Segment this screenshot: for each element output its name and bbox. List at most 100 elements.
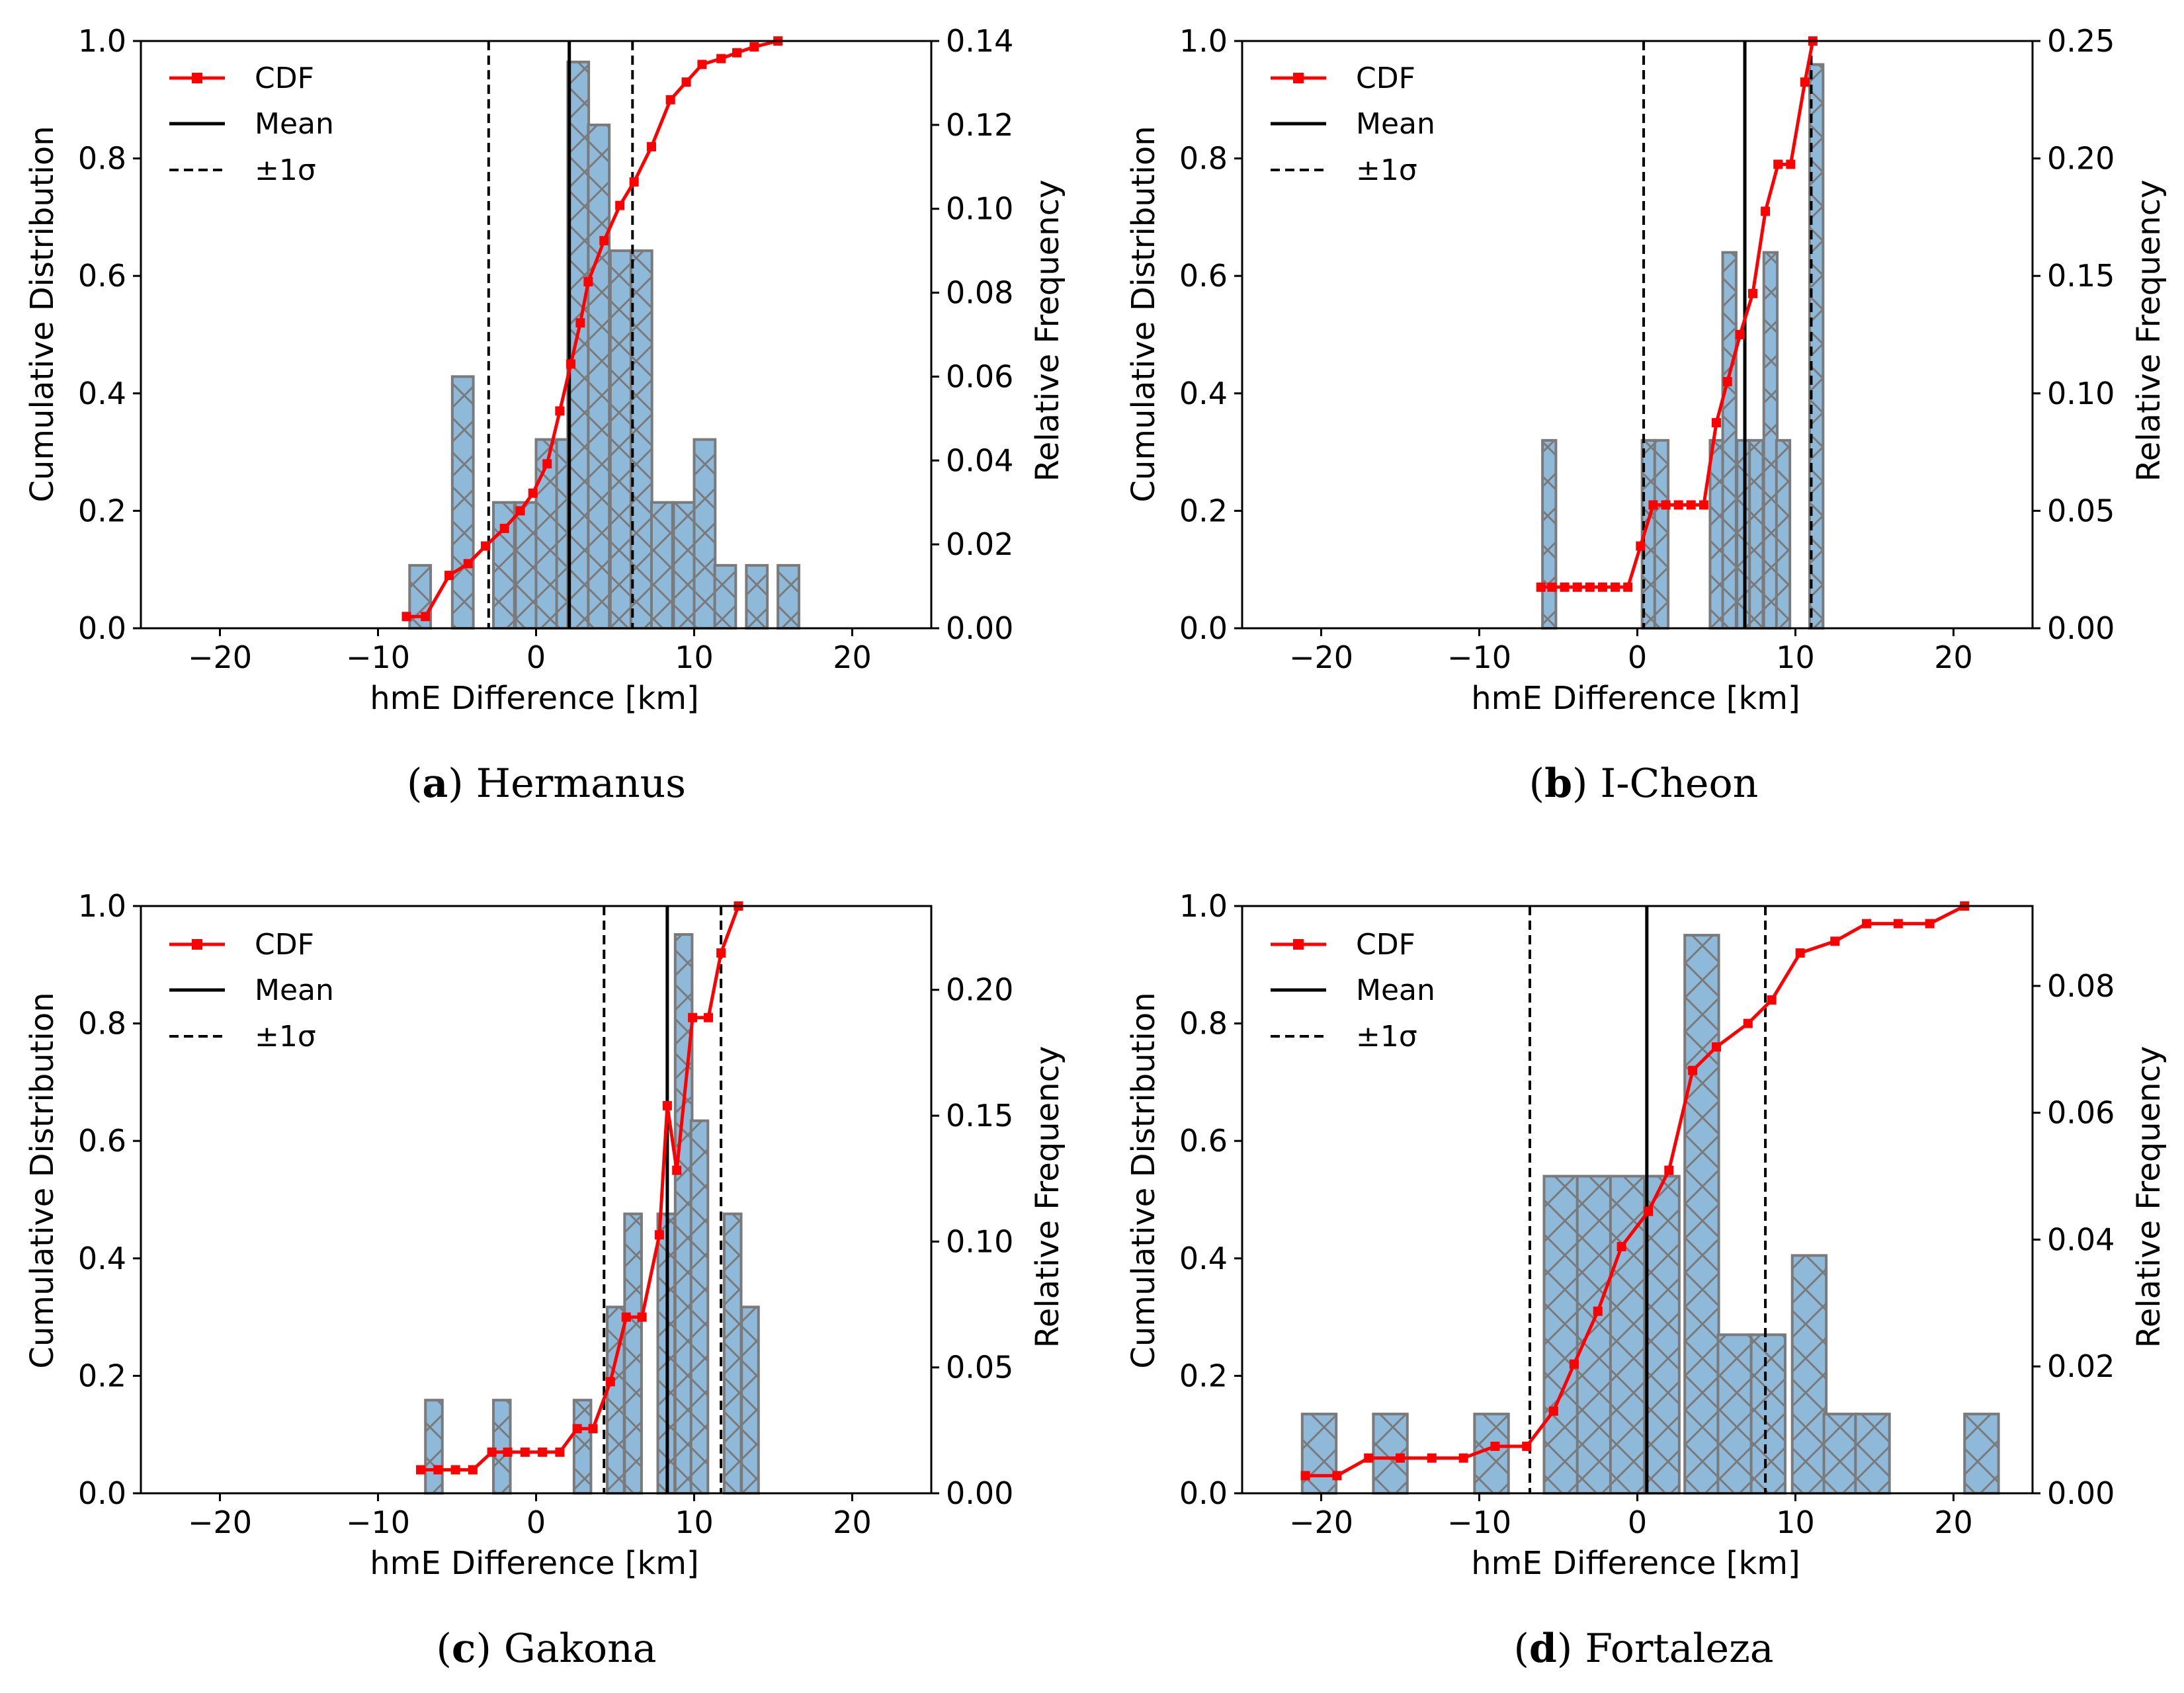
x-tick-label: 0 xyxy=(526,1505,546,1540)
cdf-point xyxy=(1636,541,1646,551)
cdf-point xyxy=(1490,1441,1500,1451)
x-tick-label: −10 xyxy=(346,640,410,675)
xlabel-a: hmE Difference [km] xyxy=(370,680,698,717)
cdf-point xyxy=(499,524,509,534)
y-right-tick-label: 0.06 xyxy=(946,358,1013,394)
cdf-point xyxy=(421,612,431,622)
y-left-tick-label: 0.6 xyxy=(78,1123,126,1159)
y-left-tick-label: 0.6 xyxy=(1179,1123,1228,1159)
y-right-tick-label: 0.04 xyxy=(946,442,1013,478)
histogram-bar-hatch xyxy=(777,563,800,630)
y-left-tick-label: 0.8 xyxy=(78,141,126,177)
legend-cdf-marker xyxy=(1293,73,1304,83)
caption-letter: d xyxy=(1529,1626,1557,1672)
y-left-tick-label: 1.0 xyxy=(1179,888,1228,924)
legend-a: CDF Mean ±1σ xyxy=(169,62,334,187)
cdf-point xyxy=(433,1465,443,1475)
y-right-tick-label: 0.06 xyxy=(2047,1095,2115,1131)
legend-sigma-label: ±1σ xyxy=(255,153,316,187)
cdf-point xyxy=(1522,1441,1532,1451)
cdf-line xyxy=(1305,904,1966,1477)
cdf-point xyxy=(468,1465,478,1475)
y-right-tick-label: 0.08 xyxy=(2047,968,2115,1004)
y-left-tick-label: 0.2 xyxy=(1179,1358,1228,1393)
panel-d: −20 −10 0 10 20 0.0 0.2 0.4 0.6 0.8 1.0 0.00 0.02 0.0… xyxy=(1125,888,2167,1582)
y-left-tick-label: 1.0 xyxy=(1179,23,1228,59)
histogram-bar-hatch xyxy=(514,501,538,630)
cdf-point xyxy=(688,1012,698,1022)
y-right-tick-label: 0.15 xyxy=(2047,258,2115,294)
x-tick-label: 10 xyxy=(1776,1505,1815,1540)
x-tick-label: 20 xyxy=(833,1505,872,1540)
cdf-point xyxy=(1623,582,1633,592)
y-right-tick-label: 0.20 xyxy=(2047,141,2115,177)
histogram-bar-hatch xyxy=(1683,934,1720,1495)
cdf-point xyxy=(1893,919,1903,929)
cdf-point xyxy=(681,77,691,87)
cdf-point xyxy=(1795,948,1805,958)
legend-cdf-label: CDF xyxy=(255,928,314,962)
y-left-tick-label: 0.0 xyxy=(1179,610,1228,646)
histogram-bar-hatch xyxy=(1644,1175,1681,1495)
cdf-point xyxy=(1560,582,1570,592)
cdf-point xyxy=(716,54,726,63)
histogram-bar-hatch xyxy=(1653,438,1670,630)
cdf-point xyxy=(1862,919,1872,929)
y-right-tick-label: 0.00 xyxy=(2047,610,2115,646)
ylabel-left-a: Cumulative Distribution xyxy=(24,126,61,502)
cdf-point xyxy=(1536,582,1546,592)
legend-cdf-label: CDF xyxy=(255,62,314,95)
x-tick-label: −10 xyxy=(1447,640,1511,675)
cdf-point xyxy=(1644,1206,1654,1216)
cdf-point xyxy=(566,359,576,369)
y-right-tick-label: 0.00 xyxy=(2047,1475,2115,1511)
ylabel-right-b: Relative Frequency xyxy=(2130,180,2167,482)
cdf-point xyxy=(1572,582,1582,592)
histogram-bar-hatch xyxy=(566,60,591,630)
y-left-tick-label: 0.2 xyxy=(1179,493,1228,528)
cdf-point xyxy=(1593,1306,1603,1316)
cdf-point xyxy=(1673,500,1683,510)
panel-c: −20 −10 0 10 20 0.0 0.2 0.4 0.6 0.8 1.0 0.00 0.05 0.1… xyxy=(24,888,1066,1582)
caption-letter: c xyxy=(451,1626,476,1672)
cdf-point xyxy=(1664,1165,1674,1175)
y-left-tick-label: 1.0 xyxy=(78,23,126,59)
y-right-tick-label: 0.20 xyxy=(946,972,1013,1008)
y-right-tick-label: 0.02 xyxy=(2047,1348,2115,1384)
cdf-point xyxy=(555,406,565,416)
cdf-point xyxy=(1611,582,1620,592)
cdf-point xyxy=(1688,1065,1698,1075)
cdf-point xyxy=(1396,1453,1405,1463)
panel-b: −20 −10 0 10 20 0.0 0.2 0.4 0.6 0.8 1.0 0.00 0.05 0.1… xyxy=(1125,23,2167,717)
legend-mean-label: Mean xyxy=(255,107,334,141)
y-right-tick-label: 0.00 xyxy=(946,1475,1013,1511)
y-left-tick-label: 0.4 xyxy=(78,1241,126,1276)
cdf-point xyxy=(732,48,742,58)
cdf-point xyxy=(1735,330,1745,339)
y-right-tick-label: 0.12 xyxy=(946,107,1013,143)
legend-cdf-marker xyxy=(1293,939,1304,950)
histogram-bar-hatch xyxy=(722,1212,743,1495)
histogram-bar-hatch xyxy=(1790,1254,1828,1495)
y-left-tick-label: 0.6 xyxy=(78,258,126,294)
caption-station: I-Cheon xyxy=(1600,761,1759,807)
histogram-bar-hatch xyxy=(1609,1175,1646,1495)
cdf-point xyxy=(401,612,411,622)
y-left-tick-label: 0.2 xyxy=(78,1358,126,1393)
x-tick-label: 10 xyxy=(1776,640,1815,675)
legend-sigma-label: ±1σ xyxy=(255,1020,316,1053)
panel-a: −20 −10 0 10 20 0.0 0.2 0.4 0.6 0.8 1.0 0.00 0.02 0.0… xyxy=(24,23,1066,717)
legend-mean-label: Mean xyxy=(255,973,334,1007)
cdf-point xyxy=(1548,1406,1558,1416)
cdf-point xyxy=(1648,500,1658,510)
cdf-point xyxy=(716,948,726,958)
cdf-point xyxy=(615,200,625,210)
x-tick-label: 0 xyxy=(526,640,546,675)
cdf-point xyxy=(1722,377,1732,387)
cdf-point xyxy=(538,1447,548,1457)
cdf-point xyxy=(1569,1359,1579,1369)
legend-sigma-label: ±1σ xyxy=(1356,153,1417,187)
cdf-point xyxy=(528,488,538,498)
x-tick-label: 10 xyxy=(675,640,714,675)
legend-cdf-label: CDF xyxy=(1356,928,1415,962)
